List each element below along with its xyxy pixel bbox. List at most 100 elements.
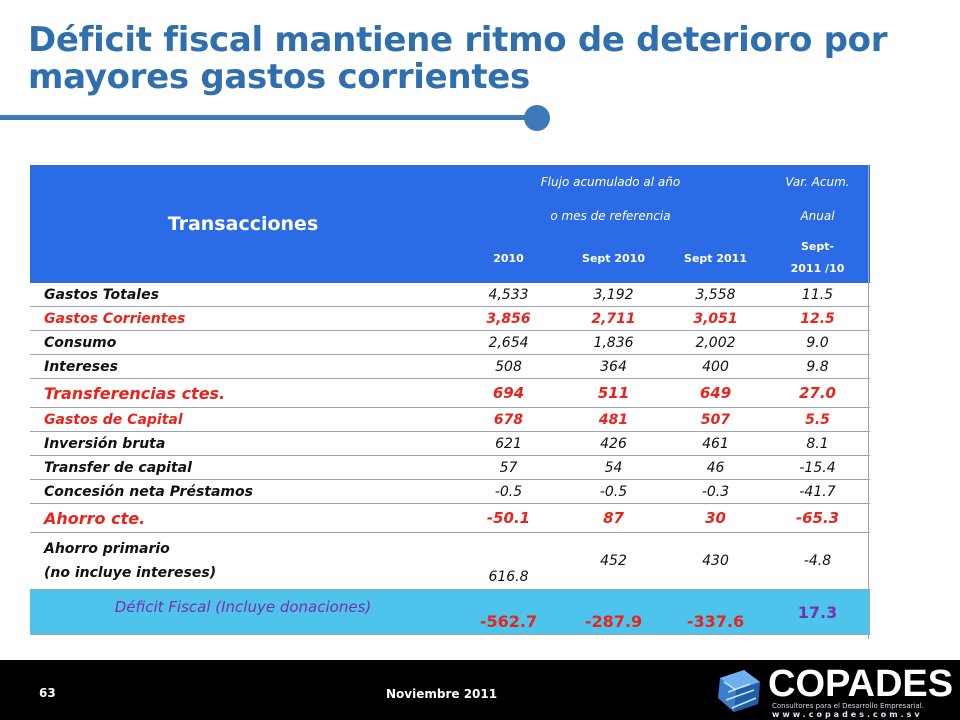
cell-2010: 57 xyxy=(456,455,561,480)
title-underline-dot xyxy=(524,105,550,131)
cell-sept-2010: 364 xyxy=(561,354,666,379)
header-col-sept-2011: Sept 2011 xyxy=(666,233,765,283)
table-row: Inversión bruta 621 426 461 8.1 xyxy=(30,431,870,456)
cell-2010: 4,533 xyxy=(456,283,561,307)
cell-sept-2010: 1,836 xyxy=(561,330,666,355)
row-label: Gastos Corrientes xyxy=(30,306,456,331)
row-label: Transfer de capital xyxy=(30,455,456,480)
total-sept-2010: -287.9 xyxy=(561,589,666,635)
table-row: Ahorro primario (no incluye intereses) 6… xyxy=(30,532,870,590)
table-row: Consumo 2,654 1,836 2,002 9.0 xyxy=(30,330,870,355)
cell-var: -4.8 xyxy=(765,532,870,590)
table-header-row-1: Transacciones Flujo acumulado al año Var… xyxy=(30,165,870,283)
page-number: 63 xyxy=(39,686,56,700)
cell-sept-2011: 400 xyxy=(666,354,765,379)
cell-var: 27.0 xyxy=(765,378,870,408)
logo-globe-icon xyxy=(718,670,760,712)
cell-var: 9.8 xyxy=(765,354,870,379)
cell-2010: -50.1 xyxy=(456,503,561,533)
copades-logo: COPADES Consultores para el Desarrollo E… xyxy=(706,662,960,720)
footer-bar: 63 Noviembre 2011 COPADES Consultores pa… xyxy=(0,660,960,720)
cell-var: -15.4 xyxy=(765,455,870,480)
cell-sept-2011: 649 xyxy=(666,378,765,408)
table-header-row-2: o mes de referencia Anual xyxy=(30,199,870,233)
cell-sept-2010: 87 xyxy=(561,503,666,533)
total-label: Déficit Fiscal (Incluye donaciones) xyxy=(30,589,456,635)
header-col-var-line-2: 2011 /10 xyxy=(790,262,845,275)
cell-sept-2011: 46 xyxy=(666,455,765,480)
row-label: Inversión bruta xyxy=(30,431,456,456)
cell-2010: 694 xyxy=(456,378,561,408)
cell-sept-2011: 507 xyxy=(666,407,765,432)
cell-sept-2011: 3,558 xyxy=(666,283,765,307)
cell-sept-2011: 30 xyxy=(666,503,765,533)
cell-sept-2010: 481 xyxy=(561,407,666,432)
cell-sept-2010: -0.5 xyxy=(561,479,666,504)
row-label: Ahorro primario (no incluye intereses) xyxy=(30,532,456,590)
cell-sept-2011: -0.3 xyxy=(666,479,765,504)
table-row: Ahorro cte. -50.1 87 30 -65.3 xyxy=(30,503,870,533)
cell-var: 5.5 xyxy=(765,407,870,432)
footer-date: Noviembre 2011 xyxy=(386,687,498,701)
cell-sept-2011: 461 xyxy=(666,431,765,456)
logo-name: COPADES xyxy=(768,663,954,705)
cell-sept-2010: 426 xyxy=(561,431,666,456)
slide-title-line-2: mayores gastos corrientes xyxy=(28,57,530,97)
table-row: Gastos de Capital 678 481 507 5.5 xyxy=(30,407,870,432)
cell-sept-2010: 452 xyxy=(561,532,666,590)
cell-2010: 508 xyxy=(456,354,561,379)
table-row: Transfer de capital 57 54 46 -15.4 xyxy=(30,455,870,480)
cell-var: 12.5 xyxy=(765,306,870,331)
table-row: Gastos Corrientes 3,856 2,711 3,051 12.5 xyxy=(30,306,870,331)
table-row: Concesión neta Préstamos -0.5 -0.5 -0.3 … xyxy=(30,479,870,504)
cell-var: -41.7 xyxy=(765,479,870,504)
row-label: Consumo xyxy=(30,330,456,355)
cell-2010: 621 xyxy=(456,431,561,456)
row-label: Transferencias ctes. xyxy=(30,378,456,408)
cell-2010: 616.8 xyxy=(456,532,561,590)
cell-sept-2010: 511 xyxy=(561,378,666,408)
cell-sept-2010: 2,711 xyxy=(561,306,666,331)
table-total-row: Déficit Fiscal (Incluye donaciones) -562… xyxy=(30,589,870,635)
cell-sept-2011: 2,002 xyxy=(666,330,765,355)
total-sept-2011: -337.6 xyxy=(666,589,765,635)
slide-title: Déficit fiscal mantiene ritmo de deterio… xyxy=(28,22,928,96)
table-row: Intereses 508 364 400 9.8 xyxy=(30,354,870,379)
header-transacciones: Transacciones xyxy=(30,165,456,283)
row-label: Concesión neta Préstamos xyxy=(30,479,456,504)
cell-2010: 3,856 xyxy=(456,306,561,331)
header-flujo-line-2: o mes de referencia xyxy=(456,199,765,233)
total-var: 17.3 xyxy=(765,589,870,635)
cell-var: 8.1 xyxy=(765,431,870,456)
logo-url: www.copades.com.sv xyxy=(772,710,923,719)
cell-var: -65.3 xyxy=(765,503,870,533)
cell-sept-2010: 3,192 xyxy=(561,283,666,307)
logo-tagline: Consultores para el Desarrollo Empresari… xyxy=(772,702,924,710)
cell-sept-2011: 3,051 xyxy=(666,306,765,331)
fiscal-table: Transacciones Flujo acumulado al año Var… xyxy=(30,165,870,635)
header-col-var-line-1: Sept- xyxy=(800,240,835,253)
cell-sept-2010: 54 xyxy=(561,455,666,480)
slide-title-line-1: Déficit fiscal mantiene ritmo de deterio… xyxy=(28,20,888,60)
row-label-line-2: (no incluye intereses) xyxy=(44,565,217,581)
header-col-sept-2010: Sept 2010 xyxy=(561,233,666,283)
header-flujo-line-1: Flujo acumulado al año xyxy=(456,165,765,199)
cell-2010: 2,654 xyxy=(456,330,561,355)
title-underline xyxy=(0,115,532,120)
row-label-line-1: Ahorro primario xyxy=(44,541,170,557)
cell-var: 9.0 xyxy=(765,330,870,355)
cell-2010: 678 xyxy=(456,407,561,432)
table-header-row-3: 2010 Sept 2010 Sept 2011 Sept- 2011 /10 xyxy=(30,233,870,283)
row-label: Intereses xyxy=(30,354,456,379)
header-var-line-1: Var. Acum. xyxy=(765,165,870,199)
cell-var: 11.5 xyxy=(765,283,870,307)
row-label: Gastos Totales xyxy=(30,283,456,307)
total-2010: -562.7 xyxy=(456,589,561,635)
header-col-2010: 2010 xyxy=(456,233,561,283)
cell-2010: -0.5 xyxy=(456,479,561,504)
table-row: Transferencias ctes. 694 511 649 27.0 xyxy=(30,378,870,408)
header-var-line-2: Anual xyxy=(765,199,870,233)
cell-sept-2011: 430 xyxy=(666,532,765,590)
header-col-var: Sept- 2011 /10 xyxy=(765,233,870,283)
table-row: Gastos Totales 4,533 3,192 3,558 11.5 xyxy=(30,283,870,307)
